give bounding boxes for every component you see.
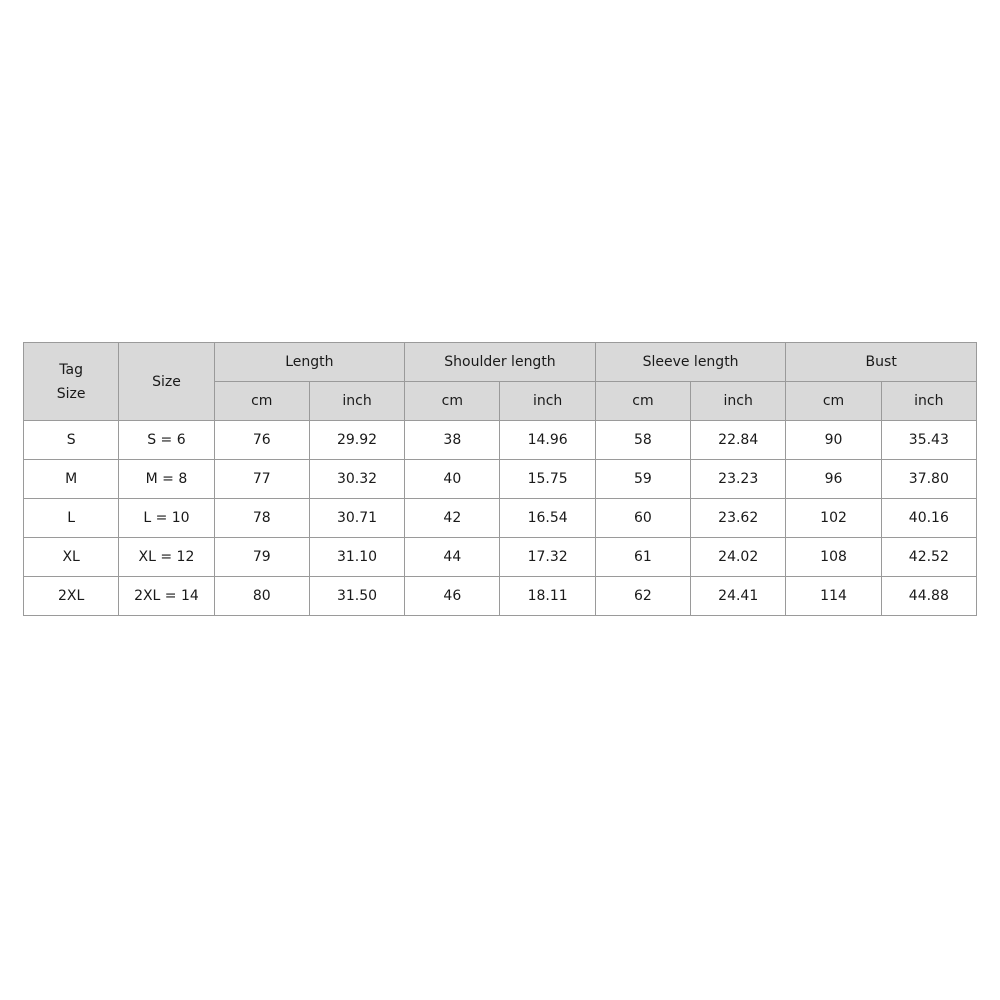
size-table: Tag Size Size Length Shoulder length Sleeve l… — [22, 342, 978, 616]
unit-header: inch — [499, 381, 596, 421]
data-cell: 58 — [594, 420, 692, 460]
header-row: cm inch cm inch cm inch cm inch — [24, 381, 978, 421]
data-cell: M = 8 — [118, 459, 215, 499]
unit-header: inch — [690, 381, 787, 421]
data-cell: 2XL = 14 — [118, 576, 215, 616]
data-cell: 30.32 — [308, 459, 406, 499]
group-header: Length — [213, 342, 406, 382]
data-cell: 79 — [213, 537, 310, 577]
group-header: Shoulder length — [404, 342, 596, 382]
data-cell: 44 — [404, 537, 501, 577]
data-cell: 44.88 — [880, 576, 978, 616]
data-cell: 80 — [213, 576, 310, 616]
data-cell: 78 — [213, 498, 310, 538]
data-cell: 61 — [594, 537, 692, 577]
unit-header: inch — [308, 381, 406, 421]
data-cell: 60 — [594, 498, 692, 538]
data-cell: 77 — [213, 459, 310, 499]
data-cell: S — [22, 420, 120, 460]
header-row: Tag Size Size Length Shoulder length Sleeve l… — [22, 342, 977, 421]
data-cell: 46 — [404, 576, 501, 616]
data-cell: 31.50 — [308, 576, 406, 616]
data-cell: 59 — [594, 459, 692, 499]
data-cell: S = 6 — [118, 420, 215, 460]
data-cell: 37.80 — [880, 459, 978, 499]
data-cell: 29.92 — [308, 420, 406, 460]
header-text: Tag — [59, 361, 83, 378]
data-cell: 35.43 — [880, 420, 978, 460]
data-cell: 62 — [594, 576, 692, 616]
data-cell: 42 — [404, 498, 501, 538]
data-cell: 2XL — [22, 576, 120, 616]
unit-header: cm — [594, 381, 692, 421]
data-cell: 38 — [404, 420, 501, 460]
data-cell: 96 — [785, 459, 882, 499]
data-cell: L = 10 — [118, 498, 215, 538]
group-header: Bust — [785, 342, 977, 382]
data-cell: 22.84 — [690, 420, 787, 460]
data-cell: 108 — [785, 537, 882, 577]
data-row: 2XL 2XL = 14 80 31.50 46 18.11 62 24.41 114 44.88 — [22, 576, 978, 616]
data-cell: 17.32 — [499, 537, 596, 577]
header-cell: Size — [118, 342, 215, 421]
data-cell: XL — [22, 537, 120, 577]
size-chart: Tag Size Size Length Shoulder length Sleeve l… — [22, 342, 978, 616]
data-cell: XL = 12 — [118, 537, 215, 577]
data-cell: 24.41 — [690, 576, 787, 616]
data-cell: 90 — [785, 420, 882, 460]
header-cell: Tag Size — [22, 342, 120, 421]
data-cell: 42.52 — [880, 537, 978, 577]
data-cell: 23.62 — [690, 498, 787, 538]
data-cell: 30.71 — [308, 498, 406, 538]
data-cell: 14.96 — [499, 420, 596, 460]
data-cell: 24.02 — [690, 537, 787, 577]
data-cell: 76 — [213, 420, 310, 460]
data-cell: 18.11 — [499, 576, 596, 616]
unit-header: cm — [785, 381, 882, 421]
data-cell: 102 — [785, 498, 882, 538]
data-cell: 40 — [404, 459, 501, 499]
header-text: Size — [56, 385, 86, 402]
unit-header: inch — [880, 381, 978, 421]
data-cell: M — [22, 459, 120, 499]
unit-header: cm — [404, 381, 501, 421]
data-cell: 114 — [785, 576, 882, 616]
group-header: Sleeve length — [594, 342, 787, 382]
data-cell: 15.75 — [499, 459, 596, 499]
data-cell: L — [22, 498, 120, 538]
unit-header: cm — [213, 381, 310, 421]
data-cell: 31.10 — [308, 537, 406, 577]
data-cell: 16.54 — [499, 498, 596, 538]
data-row: XL XL = 12 79 31.10 44 17.32 61 24.02 108 42.52 — [22, 537, 978, 577]
data-cell: 23.23 — [690, 459, 787, 499]
data-cell: 40.16 — [880, 498, 978, 538]
